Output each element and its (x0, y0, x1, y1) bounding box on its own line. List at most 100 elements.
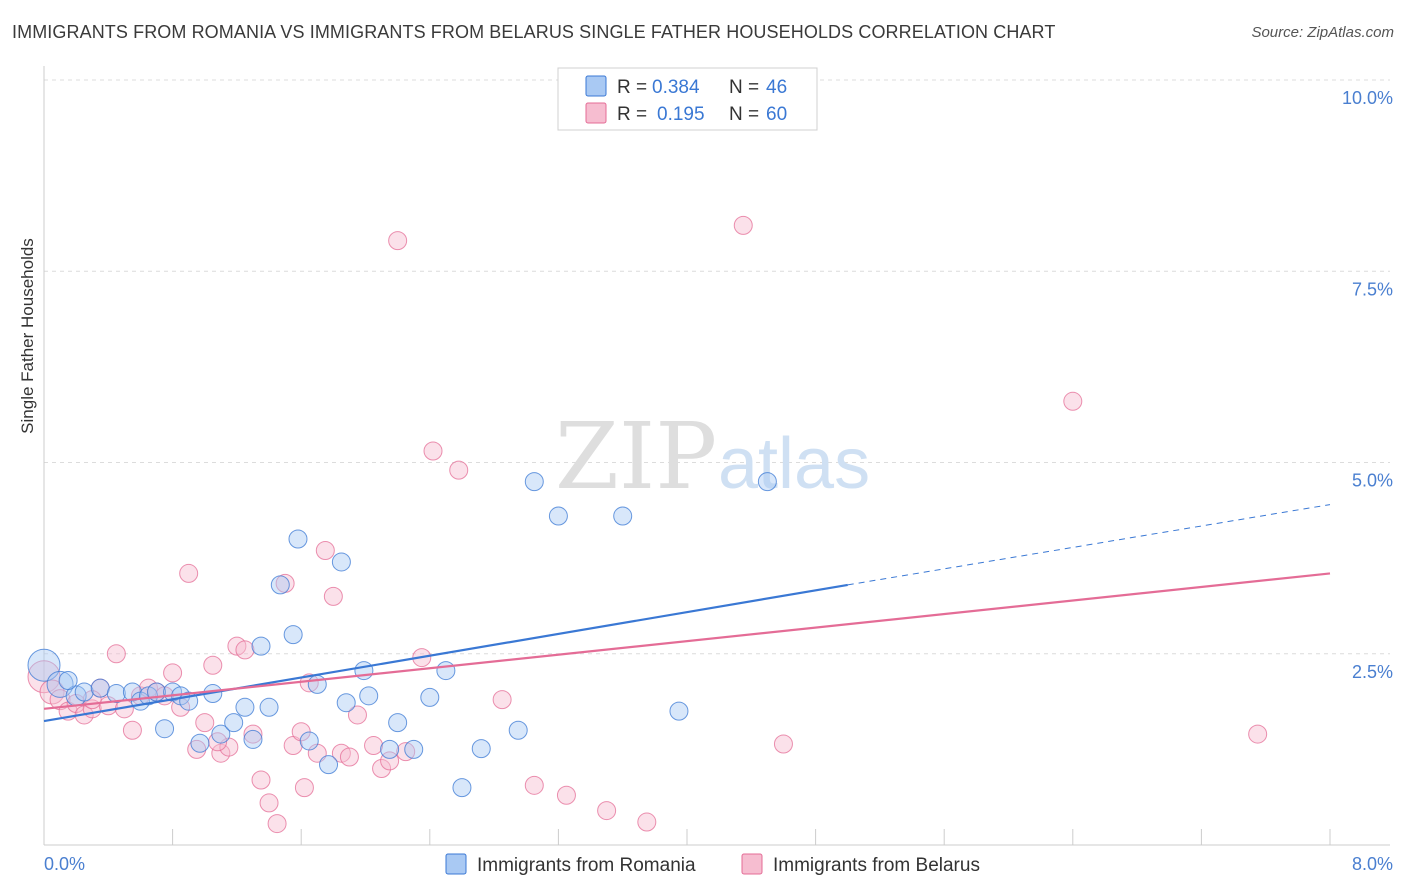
belarus-point-52 (637, 812, 657, 832)
watermark-atlas: atlas (718, 424, 870, 504)
belarus-point-48 (492, 690, 512, 710)
x-tick-label-1: 8.0% (1352, 854, 1393, 874)
belarus-point-49 (524, 775, 544, 795)
belarus-point-50 (556, 785, 576, 805)
romania-point-14 (190, 733, 210, 753)
belarus-point-35 (315, 540, 335, 560)
romania-point-32 (380, 739, 400, 759)
romania-trend-line (43, 583, 848, 723)
romania-point-16 (211, 724, 231, 744)
belarus-point-42 (380, 751, 400, 771)
legend-belarus-n-label: N = (729, 104, 759, 125)
grid (44, 79, 1390, 655)
legend-swatch-belarus (585, 102, 607, 124)
y-tick-label-3: 10.0% (1342, 88, 1393, 108)
belarus-point-55 (1063, 391, 1083, 411)
romania-point-36 (436, 661, 456, 681)
romania-point-17 (224, 713, 244, 733)
legend-belarus-r-value: 0.195 (657, 104, 705, 125)
romania-point-29 (336, 693, 356, 713)
romania-point-34 (404, 739, 424, 759)
y-axis-label-text: Single Father Households (18, 238, 37, 434)
watermark: ZIP atlas (555, 403, 870, 510)
romania-point-19 (243, 729, 263, 749)
romania-point-28 (331, 552, 351, 572)
legend-swatch-romania (585, 75, 607, 97)
belarus-point-27 (251, 770, 271, 790)
belarus-point-38 (339, 747, 359, 767)
romania-point-4 (90, 678, 110, 698)
romania-point-38 (471, 739, 491, 759)
belarus-point-26 (243, 724, 263, 744)
romania-trend-extension (847, 504, 1331, 586)
belarus-point-28 (259, 793, 279, 813)
belarus-point-16 (163, 663, 183, 683)
romania-point-45 (58, 671, 78, 691)
romania-point-35 (420, 687, 440, 707)
romania-point-37 (452, 778, 472, 798)
romania-point-27 (319, 755, 339, 775)
belarus-point-25 (235, 640, 255, 660)
romania-point-20 (251, 636, 271, 656)
legend-romania-n-value: 46 (766, 77, 787, 98)
x-tick-labels: 0.0% 8.0% (44, 854, 1393, 874)
belarus-point-47 (449, 460, 469, 480)
belarus-point-2 (49, 689, 71, 711)
belarus-point-51 (597, 801, 617, 821)
romania-point-33 (388, 713, 408, 733)
romania-point-0 (27, 648, 61, 682)
belarus-point-54 (773, 734, 793, 754)
y-tick-label-0: 2.5% (1352, 662, 1393, 682)
belarus-point-20 (195, 713, 215, 733)
romania-point-39 (508, 720, 528, 740)
bottom-legend-swatch-romania (445, 853, 467, 875)
legend-romania-n-label: N = (729, 77, 759, 98)
romania-point-10 (155, 719, 175, 739)
belarus-point-40 (364, 736, 384, 756)
y-axis-label-svg: Single Father Households (18, 238, 37, 434)
belarus-point-44 (396, 742, 416, 762)
belarus-point-9 (106, 644, 126, 664)
source-label: Source: ZipAtlas.com (1251, 24, 1394, 41)
legend-belarus-n-value: 60 (766, 104, 787, 125)
belarus-points (27, 215, 1268, 834)
belarus-point-56 (1248, 724, 1268, 744)
belarus-point-46 (423, 441, 443, 461)
belarus-point-41 (372, 759, 392, 778)
romania-point-5 (106, 684, 126, 704)
belarus-point-18 (179, 563, 199, 583)
romania-point-31 (359, 686, 379, 706)
romania-point-40 (524, 472, 544, 492)
belarus-point-43 (388, 231, 408, 251)
legend-romania-r-label: R = (617, 77, 647, 98)
legend-belarus-r-label: R = (617, 104, 647, 125)
legend-romania-r-value: 0.384 (652, 77, 700, 98)
x-tick-label-0: 0.0% (44, 854, 85, 874)
romania-point-22 (270, 575, 290, 595)
watermark-zip: ZIP (555, 403, 717, 510)
belarus-point-36 (323, 586, 343, 606)
belarus-point-19 (187, 739, 207, 759)
belarus-trend-line (43, 572, 1331, 710)
belarus-point-1 (39, 679, 65, 705)
romania-point-18 (235, 697, 255, 717)
belarus-point-21 (203, 655, 223, 675)
y-axis-label: Single Father Households (8, 216, 43, 456)
legend: R = 0.384 N = 46 R = 0.195 N = 60 (557, 67, 818, 131)
belarus-point-11 (122, 720, 142, 740)
trend-lines (43, 504, 1331, 723)
romania-point-44 (757, 472, 777, 492)
belarus-point-59 (294, 778, 314, 798)
y-tick-labels: 2.5% 5.0% 7.5% 10.0% (1342, 88, 1393, 682)
romania-point-41 (548, 506, 568, 526)
romania-point-42 (613, 506, 633, 526)
bottom-legend-belarus: Immigrants from Belarus (773, 855, 980, 876)
chart-title: IMMIGRANTS FROM ROMANIA VS IMMIGRANTS FR… (12, 22, 1056, 42)
bottom-legend-romania: Immigrants from Romania (477, 855, 696, 876)
romania-point-3 (74, 682, 94, 702)
romania-point-25 (299, 731, 319, 751)
romania-point-21 (259, 697, 279, 717)
y-tick-label-2: 7.5% (1352, 279, 1393, 299)
bottom-legend: Immigrants from Romania Immigrants from … (445, 853, 980, 876)
